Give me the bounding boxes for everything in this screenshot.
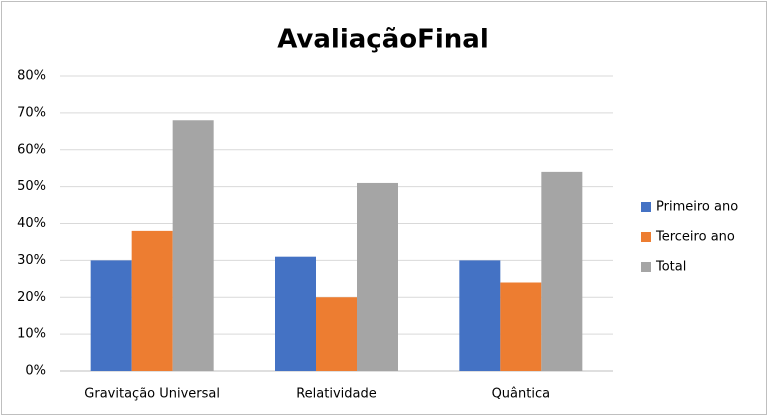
bar [131, 230, 173, 371]
bar [459, 260, 501, 371]
y-tick-label: 20% [17, 290, 46, 305]
y-tick-label: 70% [17, 105, 46, 120]
x-tick-label: Quântica [492, 387, 551, 402]
bar [357, 182, 398, 371]
bar [316, 297, 357, 371]
y-tick-label: 80% [17, 69, 46, 84]
legend-swatch [641, 262, 651, 272]
y-tick-label: 0% [25, 364, 46, 379]
legend-label: Primeiro ano [656, 200, 738, 215]
bar [500, 282, 542, 371]
y-tick-label: 50% [17, 179, 46, 194]
legend-label: Terceiro ano [655, 230, 735, 245]
y-tick-label: 40% [17, 216, 46, 231]
y-tick-label: 60% [17, 142, 46, 157]
legend-swatch [641, 202, 651, 212]
x-tick-label: Relatividade [296, 387, 377, 402]
bar [172, 120, 214, 371]
chart-title: AvaliaçãoFinal [277, 25, 489, 55]
bar [541, 171, 583, 371]
x-tick-label: Gravitação Universal [84, 387, 220, 402]
legend-swatch [641, 232, 651, 242]
bar [275, 256, 316, 371]
legend-label: Total [655, 260, 686, 275]
y-tick-label: 10% [17, 327, 46, 342]
bar [90, 260, 132, 371]
y-tick-label: 30% [17, 253, 46, 268]
